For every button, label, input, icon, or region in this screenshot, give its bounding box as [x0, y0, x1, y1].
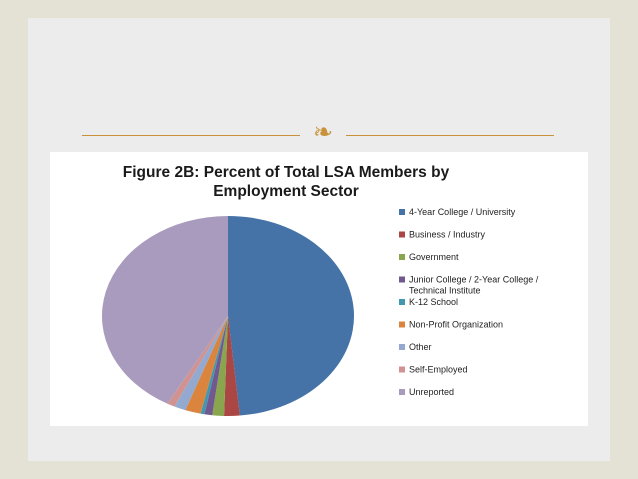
- legend-swatch-4: [399, 299, 405, 305]
- pie-chart: Figure 2B: Percent of Total LSA Members …: [102, 164, 539, 416]
- chart-title-line-1: Figure 2B: Percent of Total LSA Members …: [123, 164, 450, 181]
- legend-label-6: Other: [409, 342, 432, 352]
- legend-swatch-6: [399, 344, 405, 350]
- pie-slice-0: [228, 216, 354, 416]
- pie-slices: [102, 216, 354, 416]
- pie-slice-6: [174, 316, 228, 411]
- legend-label-7: Self-Employed: [409, 365, 468, 375]
- pie-slice-2: [212, 316, 228, 416]
- legend-swatch-7: [399, 366, 405, 373]
- legend-label-2: Government: [409, 252, 459, 262]
- pie-slice-8: [102, 216, 228, 404]
- pie-slice-7: [167, 316, 228, 407]
- legend-label-5: Non-Profit Organization: [409, 320, 503, 330]
- chart-panel: Figure 2B: Percent of Total LSA Members …: [50, 152, 588, 426]
- pie-slice-1: [224, 316, 240, 416]
- chart-title-line-2: Employment Sector: [213, 183, 359, 200]
- pie-slice-3: [204, 316, 228, 416]
- legend-swatch-5: [399, 321, 405, 328]
- pie-slice-4: [200, 316, 228, 415]
- legend-swatch-2: [399, 254, 405, 260]
- legend-swatch-1: [399, 231, 405, 238]
- legend-label-3: Junior College / 2-Year College / Technic…: [409, 275, 539, 296]
- fleuron-icon: ❧: [312, 118, 334, 146]
- legend-label-8: Unreported: [409, 387, 454, 397]
- legend-label-1: Business / Industry: [409, 230, 486, 240]
- ornament-line-left: [82, 135, 300, 136]
- ornament-line-right: [346, 135, 554, 136]
- legend-swatch-3: [399, 276, 405, 283]
- legend-swatch-0: [399, 209, 405, 215]
- legend-label-0: 4-Year College / University: [409, 207, 516, 217]
- pie-slice-5: [185, 316, 228, 414]
- chart-legend: 4-Year College / University Business / In…: [399, 207, 539, 397]
- legend-swatch-8: [399, 389, 405, 395]
- legend-label-4: K-12 School: [409, 297, 458, 307]
